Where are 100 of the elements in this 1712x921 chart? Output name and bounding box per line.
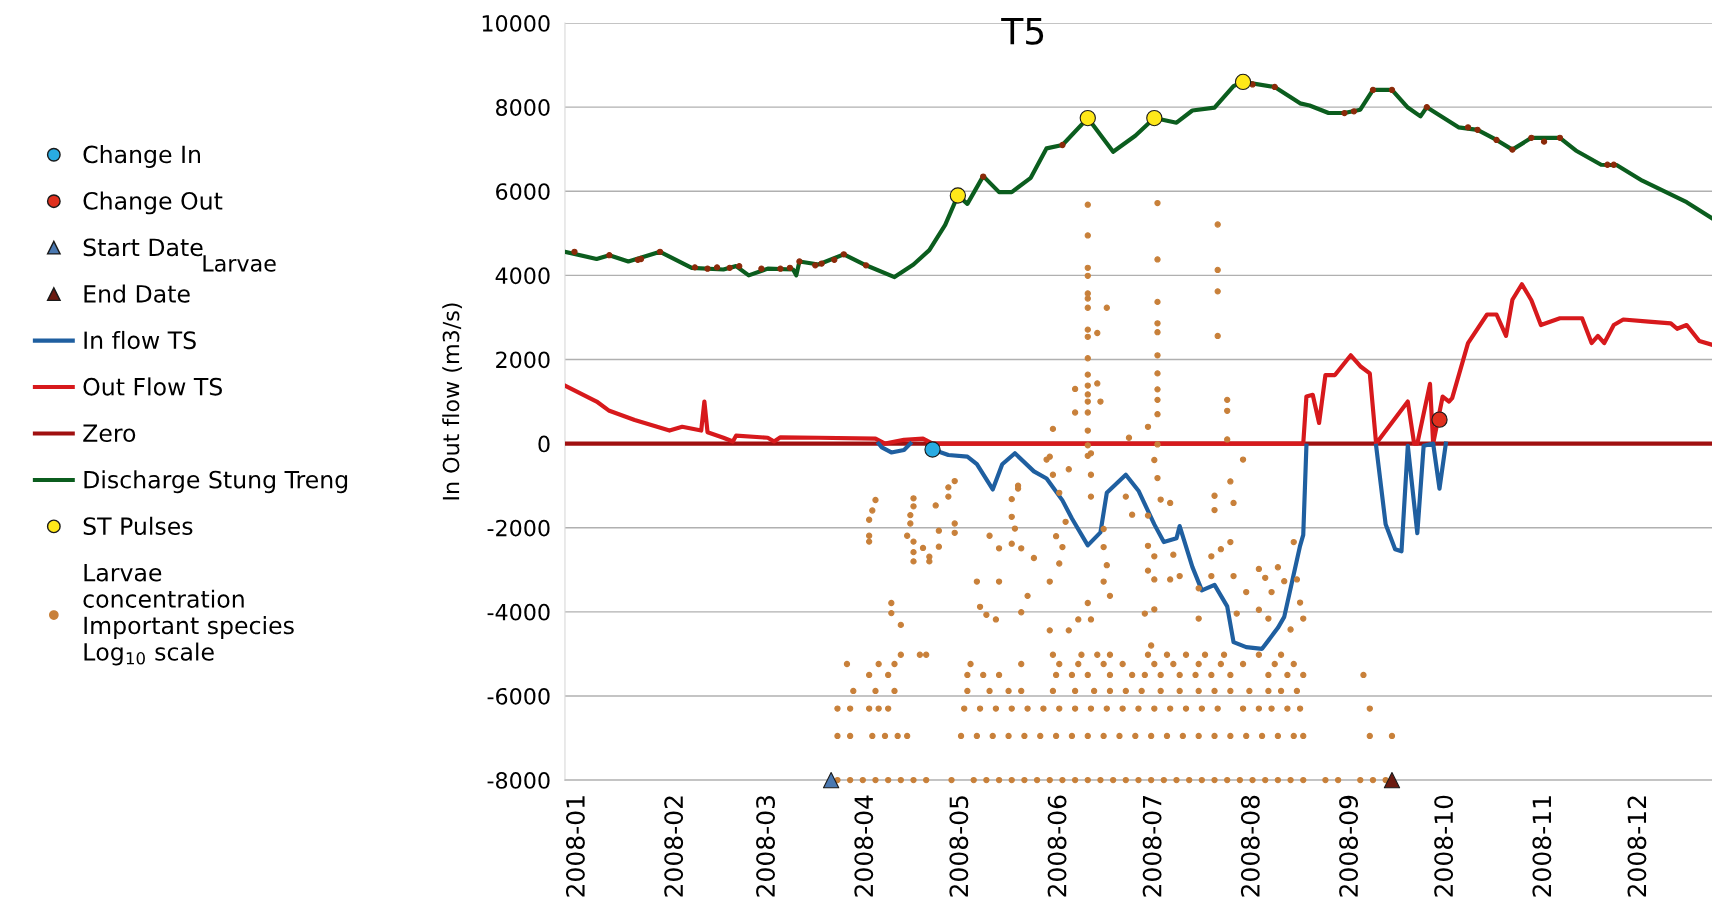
point: [606, 252, 613, 259]
point: [1065, 627, 1072, 634]
point: [1084, 427, 1091, 434]
point: [1030, 554, 1038, 562]
point: [1246, 687, 1253, 695]
legend-label: Zero: [83, 424, 136, 443]
point: [910, 503, 917, 510]
legend-label: Start Date: [83, 238, 203, 257]
point: [1084, 671, 1091, 679]
point: [1119, 660, 1126, 668]
point: [1040, 705, 1047, 712]
point: [865, 532, 873, 539]
point: [1208, 572, 1215, 580]
point: [1170, 551, 1177, 558]
point: [1556, 134, 1564, 141]
point: [891, 660, 898, 668]
point: [910, 558, 917, 565]
point: [1049, 651, 1057, 658]
point: [834, 705, 841, 712]
point: [812, 262, 819, 269]
point: [1227, 687, 1234, 695]
point: [1157, 687, 1164, 695]
point: [992, 616, 1000, 623]
x-tick-label: 2008-03: [756, 795, 776, 897]
point: [1227, 732, 1234, 740]
point: [1071, 409, 1079, 416]
point: [1084, 272, 1091, 279]
y-tick-label: 0: [538, 435, 550, 453]
x-tick-label: 2008-02: [664, 796, 684, 897]
point: [1281, 577, 1288, 585]
point: [1084, 201, 1091, 208]
point: [980, 173, 987, 180]
point: [907, 511, 914, 519]
point: [976, 705, 984, 712]
point: [1071, 385, 1079, 393]
point: [1151, 576, 1158, 583]
point: [1141, 610, 1148, 617]
point: [995, 776, 1003, 784]
point: [1084, 333, 1091, 340]
point: [910, 548, 917, 556]
point: [1300, 776, 1307, 784]
point: [1090, 687, 1098, 695]
point: [571, 248, 578, 255]
point: [1151, 606, 1158, 613]
y-tick-label: 6000: [496, 183, 550, 201]
x-tick-label: 2008-08: [1240, 795, 1260, 897]
point: [897, 651, 904, 658]
point: [1018, 660, 1025, 668]
point: [1065, 466, 1072, 473]
y-tick-label: 4000: [495, 267, 550, 285]
point: [859, 776, 866, 784]
point: [846, 732, 854, 740]
point: [1293, 576, 1301, 583]
point: [1224, 436, 1231, 443]
point: [907, 520, 914, 527]
x-tick-label: 2008-01: [565, 796, 585, 897]
point: [964, 687, 971, 695]
point: [1271, 83, 1278, 91]
point: [1154, 256, 1161, 263]
point: [951, 520, 958, 527]
point: [1059, 543, 1066, 551]
point: [1128, 671, 1136, 679]
point: [1249, 81, 1256, 88]
point: [1100, 525, 1107, 533]
point: [1274, 564, 1282, 571]
point: [1075, 616, 1082, 623]
point: [822, 771, 840, 789]
point: [910, 538, 917, 545]
point: [1160, 776, 1167, 784]
point: [1087, 616, 1095, 623]
point: [1109, 776, 1117, 784]
point: [1296, 705, 1304, 712]
legend-label: Change Out: [83, 191, 223, 215]
point: [1214, 221, 1221, 228]
point: [1208, 553, 1215, 560]
point: [865, 671, 873, 679]
point: [1119, 705, 1126, 712]
point: [1163, 651, 1171, 658]
legend-label: End Date: [84, 284, 190, 303]
point: [1211, 506, 1218, 514]
point: [1154, 199, 1161, 207]
point: [1154, 441, 1161, 448]
point: [1271, 660, 1278, 668]
point: [1071, 705, 1079, 712]
point: [1059, 776, 1066, 784]
point: [1008, 776, 1015, 784]
point: [1084, 599, 1091, 607]
point: [1176, 572, 1183, 580]
point: [1146, 109, 1163, 127]
y-tick-label: -8000: [487, 772, 550, 789]
point: [961, 705, 968, 712]
point: [1046, 627, 1053, 634]
point: [1243, 732, 1250, 740]
point: [885, 776, 892, 784]
point: [919, 544, 927, 552]
point: [1125, 434, 1133, 441]
point: [1157, 496, 1164, 503]
point: [1154, 370, 1161, 377]
point: [1151, 553, 1158, 560]
point: [1239, 660, 1247, 668]
